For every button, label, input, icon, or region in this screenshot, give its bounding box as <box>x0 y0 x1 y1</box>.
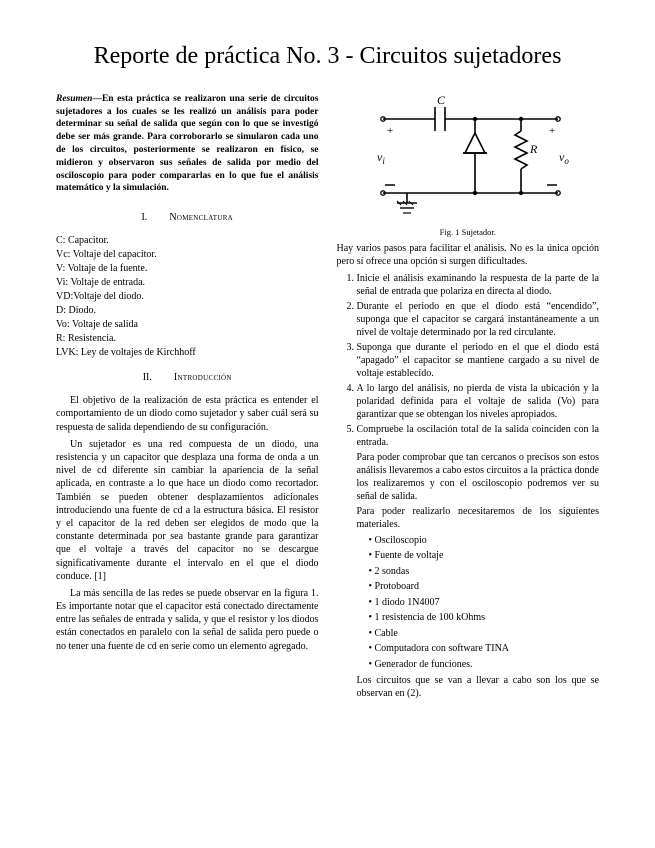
material-item: 1 diodo 1N4007 <box>369 596 600 610</box>
step-item: Suponga que durante el periodo en el que… <box>357 341 600 380</box>
cap-label: C <box>437 93 446 107</box>
nomen-item: Vc: Voltaje del capacitor. <box>56 248 319 261</box>
svg-text:vo: vo <box>559 150 569 166</box>
circuit-diagram-icon: C + + R <box>363 93 573 223</box>
abstract: Resumen—En esta práctica se realizaron u… <box>56 93 319 196</box>
nomen-item: VD:Voltaje del diodo. <box>56 290 319 303</box>
abstract-label: Resumen <box>56 94 92 104</box>
two-column-layout: Resumen—En esta práctica se realizaron u… <box>56 93 599 703</box>
analysis-steps: Inicie el análisis examinando la respues… <box>337 272 600 701</box>
svg-text:+: + <box>387 125 393 137</box>
step-after-para: Para poder realizarlo necesitaremos de l… <box>357 505 600 531</box>
material-item: Generador de funciones. <box>369 658 600 672</box>
abstract-text: En esta práctica se realizaron una serie… <box>56 94 319 194</box>
abstract-dash: — <box>92 94 102 104</box>
nomenclature-list: C: Capacitor. Vc: Voltaje del capacitor.… <box>56 234 319 359</box>
material-item: Computadora con software TINA <box>369 642 600 656</box>
section-head-intro: II. Introducción <box>56 371 319 384</box>
material-item: 2 sondas <box>369 565 600 579</box>
material-item: Fuente de voltaje <box>369 549 600 563</box>
material-item: Protoboard <box>369 580 600 594</box>
tail-para: Los circuitos que se van a llevar a cabo… <box>357 674 600 700</box>
analysis-lead: Hay varios pasos para facilitar el análi… <box>337 242 600 268</box>
nomen-item: V: Voltaje de la fuente. <box>56 262 319 275</box>
figure-caption: Fig. 1 Sujetador. <box>337 227 600 238</box>
svg-text:vi: vi <box>377 150 385 166</box>
intro-para: La más sencilla de las redes se puede ob… <box>56 587 319 653</box>
step-item: Inicie el análisis examinando la respues… <box>357 272 600 298</box>
section-title: Introducción <box>174 372 232 383</box>
figure-1: C + + R <box>337 93 600 223</box>
nomen-item: Vi: Voltaje de entrada. <box>56 276 319 289</box>
section-head-nomen: I. Nomenclatura <box>56 211 319 224</box>
intro-para: El objetivo de la realización de esta pr… <box>56 394 319 434</box>
step-after-para: Para poder comprobar que tan cercanos o … <box>357 451 600 503</box>
nomen-item: R: Resistencia. <box>56 332 319 345</box>
svg-text:+: + <box>549 125 555 137</box>
section-num: I. <box>141 211 147 224</box>
nomen-item: C: Capacitor. <box>56 234 319 247</box>
nomen-item: D: Diodo. <box>56 304 319 317</box>
nomen-item: Vo: Voltaje de salida <box>56 318 319 331</box>
intro-para: Un sujetador es una red compuesta de un … <box>56 438 319 583</box>
step-item: A lo largo del análisis, no pierda de vi… <box>357 382 600 421</box>
step-item: Compruebe la oscilación total de la sali… <box>357 423 600 701</box>
material-item: Osciloscopio <box>369 534 600 548</box>
materials-list: Osciloscopio Fuente de voltaje 2 sondas … <box>357 534 600 672</box>
left-column: Resumen—En esta práctica se realizaron u… <box>56 93 319 703</box>
material-item: 1 resistencia de 100 kOhms <box>369 611 600 625</box>
page-title: Reporte de práctica No. 3 - Circuitos su… <box>56 42 599 71</box>
step-item: Durante el periodo en que el diodo está … <box>357 300 600 339</box>
res-label: R <box>529 142 538 156</box>
nomen-item: LVK: Ley de voltajes de Kirchhoff <box>56 346 319 359</box>
right-column: C + + R <box>337 93 600 703</box>
material-item: Cable <box>369 627 600 641</box>
section-num: II. <box>143 371 152 384</box>
section-title: Nomenclatura <box>169 212 233 223</box>
